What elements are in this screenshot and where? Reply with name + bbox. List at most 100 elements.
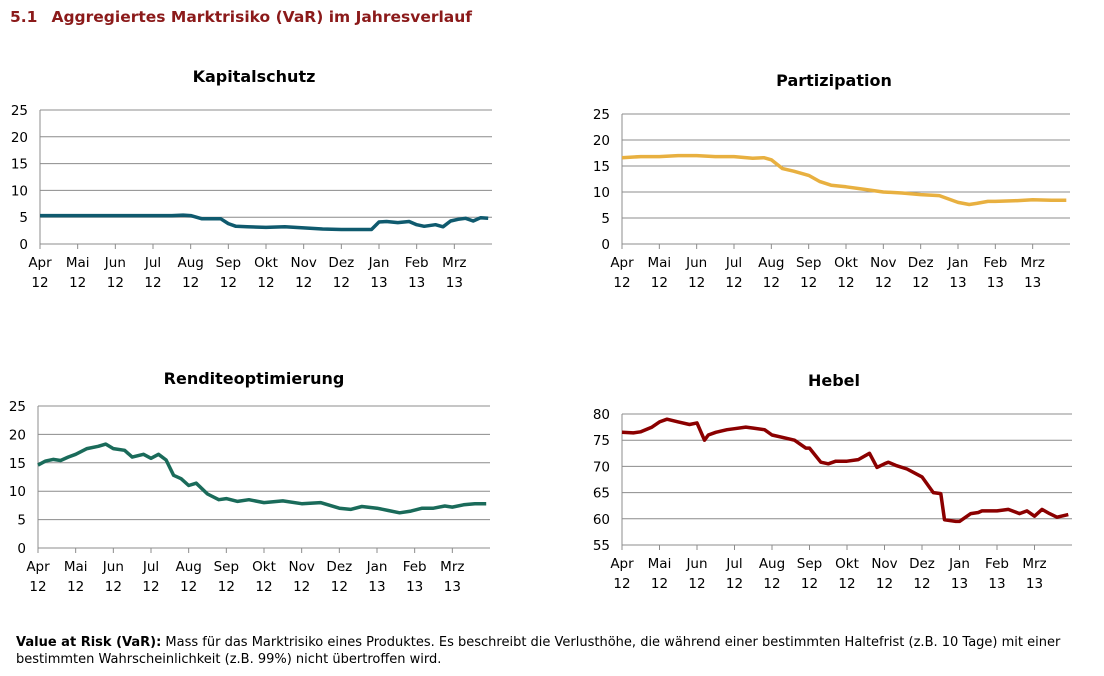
chart-title-kapitalschutz: Kapitalschutz [193,67,316,86]
chart-renditeoptimierung: Renditeoptimierung 0 5 10 15 20 25 Apr 12 Mai 12 Ju… [9,369,490,595]
section-heading: Aggregiertes Marktrisiko (VaR) im Jahres… [51,8,473,26]
x-tick-label-month: Feb [983,255,1007,271]
x-tick-label-month: Feb [403,559,427,575]
x-tick-label-year: 13 [406,579,423,595]
y-tick-label: 0 [601,237,610,253]
x-tick-label-month: Mai [66,255,90,271]
x-tick-label-month: Jul [725,556,742,572]
x-tick-label-year: 12 [726,576,743,592]
x-tick-label-month: Apr [610,255,634,271]
x-tick-label-month: Jan [366,559,388,575]
x-tick-label-year: 12 [651,275,668,291]
x-tick-label-year: 12 [613,576,630,592]
x-tick-label-year: 12 [801,576,818,592]
x-tick-label-month: Okt [834,255,858,271]
x-tick-label-year: 12 [29,579,46,595]
x-tick-label-year: 12 [144,275,161,291]
x-tick-label-year: 13 [408,275,425,291]
x-tick-label-year: 12 [763,576,780,592]
chart-hebel: Hebel 55 60 65 70 75 80 Apr 12 Mai 12 Jun 12 Jul 12 Aug… [593,371,1072,592]
x-tick-label-year: 12 [69,275,86,291]
chart-title-hebel: Hebel [808,371,860,390]
x-tick-label-year: 12 [763,275,780,291]
x-tick-label-year: 12 [837,275,854,291]
series-line-hebel [621,417,1069,524]
x-tick-label-month: Dez [908,255,934,271]
y-tick-label: 10 [11,183,28,199]
y-tick-label: 60 [593,512,610,528]
y-tick-label: 75 [593,433,610,449]
y-tick-label: 25 [11,103,28,119]
x-tick-label-month: Feb [405,255,429,271]
x-tick-label-year: 12 [333,275,350,291]
x-tick-label-month: Jul [725,255,742,271]
x-tick-label-year: 12 [255,579,272,595]
y-tick-label: 65 [593,486,610,502]
x-tick-label-year: 12 [295,275,312,291]
x-tick-label-month: Jul [144,255,161,271]
x-tick-label-year: 12 [257,275,274,291]
x-tick-label-month: Mai [647,255,671,271]
x-tick-label-year: 12 [838,576,855,592]
x-tick-label-month: Sep [214,559,239,575]
x-tick-label-month: Nov [288,559,314,575]
x-tick-label-month: Apr [28,255,52,271]
x-tick-label-month: Okt [835,556,859,572]
x-tick-label-month: Nov [871,556,897,572]
x-tick-label-year: 12 [725,275,742,291]
x-tick-label-year: 12 [651,576,668,592]
y-tick-label: 80 [593,407,610,423]
x-tick-label-year: 12 [912,275,929,291]
x-tick-label-year: 12 [800,275,817,291]
y-tick-label: 25 [593,107,610,123]
x-tick-label-month: Sep [216,255,241,271]
x-tick-label-month: Jan [947,255,969,271]
chart-title-renditeoptimierung: Renditeoptimierung [164,369,345,388]
chart-title-partizipation: Partizipation [776,71,892,90]
x-tick-label-year: 12 [876,576,893,592]
x-tick-label-year: 12 [218,579,235,595]
section-title: 5.1 Aggregiertes Marktrisiko (VaR) im Jah… [10,8,472,26]
x-tick-label-month: Jan [368,255,390,271]
x-tick-label-month: Aug [177,255,203,271]
x-tick-label-month: Apr [26,559,50,575]
x-tick-label-month: Jun [685,556,707,572]
x-tick-label-month: Aug [175,559,201,575]
series-line-renditeoptimierung [37,442,487,515]
x-tick-label-year: 13 [988,576,1005,592]
x-tick-label-year: 12 [31,275,48,291]
y-tick-label: 15 [593,159,610,175]
x-tick-label-year: 12 [913,576,930,592]
x-tick-label-year: 12 [688,576,705,592]
y-tick-label: 25 [9,399,26,415]
x-tick-label-month: Aug [759,556,785,572]
x-tick-label-year: 12 [331,579,348,595]
x-tick-label-month: Mrz [442,255,466,271]
x-tick-label-month: Sep [797,556,822,572]
x-tick-label-month: Jan [948,556,970,572]
x-tick-label-month: Mrz [440,559,464,575]
x-tick-label-month: Mai [64,559,88,575]
x-tick-label-year: 12 [67,579,84,595]
footnote-text: Mass für das Marktrisiko eines Produktes… [16,635,1061,667]
x-tick-label-year: 13 [370,275,387,291]
y-tick-label: 5 [17,513,26,529]
x-tick-label-month: Nov [290,255,316,271]
x-tick-label-month: Sep [796,255,821,271]
y-tick-label: 5 [19,210,28,226]
x-tick-label-year: 13 [444,579,461,595]
section-number: 5.1 [10,8,38,26]
x-tick-label-year: 13 [368,579,385,595]
x-tick-label-year: 12 [142,579,159,595]
footnote: Value at Risk (VaR): Mass für das Marktr… [16,634,1096,668]
series-line-kapitalschutz [40,213,489,232]
y-tick-label: 55 [593,538,610,554]
x-tick-label-month: Dez [326,559,352,575]
x-tick-label-month: Dez [909,556,935,572]
x-tick-label-year: 13 [951,576,968,592]
x-tick-label-month: Aug [758,255,784,271]
x-tick-label-month: Jun [102,559,124,575]
x-tick-label-year: 12 [875,275,892,291]
y-tick-label: 0 [19,237,28,253]
x-tick-label-year: 12 [182,275,199,291]
